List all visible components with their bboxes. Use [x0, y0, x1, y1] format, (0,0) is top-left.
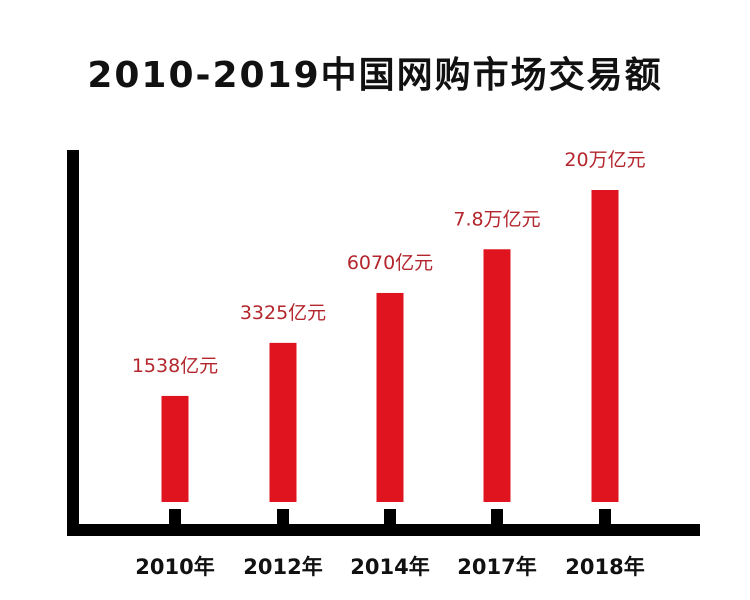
x-tick-label: 2010年 [135, 555, 214, 579]
x-tick-label: 2018年 [565, 555, 644, 579]
bar [161, 395, 189, 502]
x-tick-label: 2017年 [457, 555, 536, 579]
x-tick-mark [169, 509, 181, 525]
y-axis [67, 150, 79, 536]
data-label: 7.8万亿元 [453, 208, 540, 230]
data-label: 3325亿元 [240, 302, 326, 324]
data-label: 6070亿元 [347, 252, 433, 274]
x-tick-mark [384, 509, 396, 525]
x-tick-mark [491, 509, 503, 525]
x-tick-label: 2012年 [243, 555, 322, 579]
data-label: 20万亿元 [564, 149, 645, 171]
bar [376, 292, 404, 502]
x-axis [67, 524, 700, 536]
bar [269, 342, 297, 502]
chart-title: 2010-2019中国网购市场交易额 [87, 55, 663, 96]
x-tick-mark [277, 509, 289, 525]
bar [591, 190, 619, 502]
data-label: 1538亿元 [132, 355, 218, 377]
bar [483, 249, 511, 502]
x-tick-label: 2014年 [350, 555, 429, 579]
x-tick-mark [599, 509, 611, 525]
